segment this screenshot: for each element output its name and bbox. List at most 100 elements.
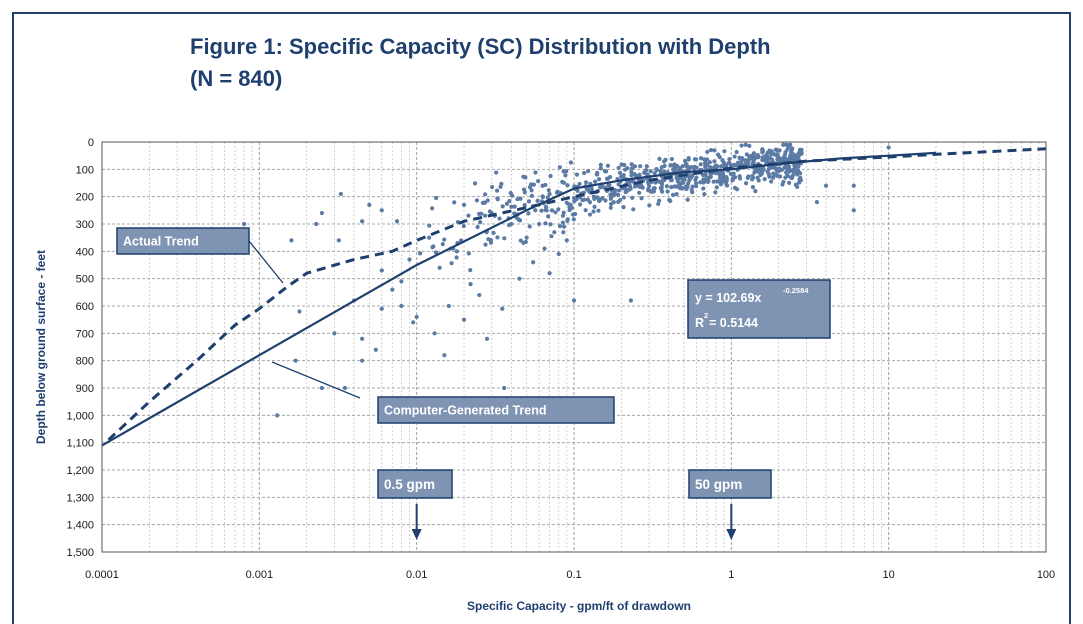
scatter-point — [506, 222, 512, 228]
scatter-point — [533, 208, 538, 213]
scatter-point — [452, 200, 457, 205]
scatter-point — [781, 142, 786, 147]
scatter-point — [693, 157, 699, 162]
scatter-point — [437, 265, 442, 270]
scatter-point — [556, 207, 561, 212]
scatter-point — [669, 185, 674, 190]
scatter-point — [518, 196, 523, 201]
scatter-point — [778, 174, 783, 179]
scatter-point — [743, 158, 748, 163]
x-tick-label: 0.0001 — [85, 569, 119, 581]
scatter-point — [732, 162, 737, 168]
scatter-point — [621, 205, 626, 210]
scatter-point — [466, 213, 471, 218]
scatter-point — [587, 212, 593, 217]
scatter-point — [785, 147, 790, 152]
scatter-point — [498, 184, 503, 189]
scatter-point — [777, 148, 782, 153]
scatter-point — [583, 208, 588, 213]
scatter-point — [582, 170, 587, 176]
scatter-point — [766, 155, 772, 160]
y-tick-label: 1,500 — [66, 547, 94, 559]
scatter-point — [656, 201, 661, 207]
scatter-point — [603, 198, 608, 203]
scatter-point — [684, 186, 689, 192]
scatter-point — [524, 235, 529, 240]
scatter-point — [787, 156, 792, 161]
scatter-point — [790, 169, 796, 174]
scatter-point — [711, 165, 717, 170]
scatter-point — [399, 303, 404, 309]
y-tick-label: 500 — [76, 274, 94, 286]
scatter-point — [407, 257, 412, 262]
scatter-point — [487, 209, 493, 214]
scatter-point — [743, 181, 749, 186]
scatter-point — [630, 195, 635, 200]
scatter-point — [535, 178, 541, 184]
scatter-point — [557, 165, 562, 170]
scatter-point — [760, 155, 766, 160]
x-tick-label: 100 — [1037, 569, 1055, 581]
scatter-point — [548, 173, 553, 179]
scatter-point — [783, 175, 788, 180]
scatter-point — [611, 193, 617, 198]
scatter-point — [750, 160, 756, 165]
chart-title: Figure 1: Specific Capacity (SC) Distrib… — [190, 34, 771, 59]
scatter-point — [662, 169, 667, 174]
scatter-point — [698, 162, 703, 167]
scatter-point — [762, 177, 767, 182]
y-tick-label: 100 — [76, 164, 94, 176]
scatter-point — [319, 385, 325, 391]
scatter-point — [552, 230, 557, 235]
scatter-point — [474, 198, 480, 203]
scatter-point — [561, 169, 566, 174]
scatter-point — [684, 161, 689, 167]
y-tick-label: 1,400 — [66, 520, 94, 532]
scatter-point — [522, 190, 527, 195]
scatter-point — [712, 148, 717, 153]
scatter-point — [787, 180, 792, 185]
scatter-point — [753, 189, 758, 194]
scatter-point — [570, 212, 576, 217]
scatter-point — [717, 175, 723, 180]
y-axis-label: Depth below ground surface - feet — [34, 250, 48, 444]
scatter-point — [784, 167, 790, 172]
scatter-point — [685, 197, 690, 202]
scatter-point — [289, 238, 294, 243]
scatter-point — [571, 298, 577, 303]
scatter-point — [795, 172, 800, 177]
scatter-point — [776, 154, 781, 159]
scatter-point — [726, 160, 732, 165]
scatter-point — [608, 205, 613, 210]
scatter-point — [582, 197, 587, 202]
scatter-point — [771, 175, 776, 180]
scatter-point — [616, 165, 621, 170]
scatter-point — [563, 173, 568, 178]
scatter-point — [639, 196, 644, 201]
scatter-point — [694, 175, 699, 180]
scatter-point — [502, 385, 507, 391]
scatter-point — [638, 164, 643, 169]
scatter-point — [489, 184, 495, 190]
scatter-point — [509, 204, 514, 209]
scatter-point — [466, 251, 471, 256]
scatter-point — [556, 251, 561, 257]
scatter-point — [716, 152, 721, 157]
scatter-point — [468, 282, 473, 287]
scatter-point — [751, 151, 756, 156]
x-tick-label: 10 — [883, 569, 895, 581]
scatter-point — [745, 175, 750, 180]
scatter-point — [484, 336, 490, 341]
scatter-point — [547, 271, 552, 276]
scatter-point — [771, 164, 776, 170]
scatter-point — [707, 160, 712, 165]
scatter-point — [747, 154, 752, 159]
scatter-point — [399, 279, 404, 284]
scatter-point — [539, 208, 544, 213]
scatter-point — [461, 317, 467, 322]
scatter-point — [543, 221, 548, 226]
scatter-point — [500, 204, 505, 209]
scatter-point — [595, 172, 600, 177]
scatter-point — [682, 158, 688, 164]
scatter-point — [652, 171, 657, 176]
